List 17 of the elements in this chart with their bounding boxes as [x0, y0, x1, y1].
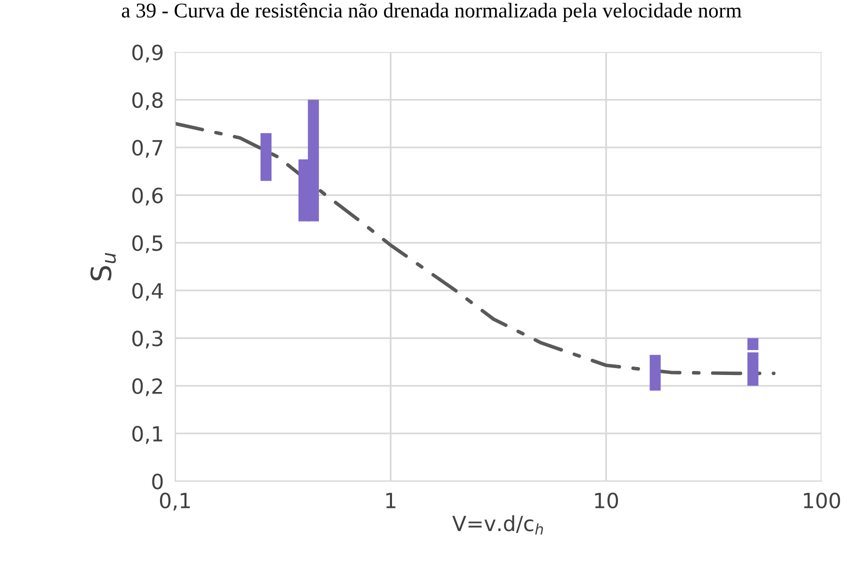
x-tick-label: 10	[595, 492, 618, 508]
y-tick-label: 0,5	[132, 235, 162, 254]
chart-title: a 39 - Curva de resistência não drenada normalizada pela velocidade norm	[122, 2, 742, 22]
y-tick-label: 0,3	[132, 330, 162, 348]
y-tick-label: 0,1	[132, 426, 162, 444]
y-tick-label: 0,8	[132, 92, 163, 110]
y-tick-label: 0,7	[132, 140, 162, 158]
x-tick-label: 1	[386, 492, 396, 508]
y-tick-label: 0	[152, 474, 163, 490]
x-axis-title: V=v.d/c$_{h}$	[452, 515, 543, 534]
y-tick-label: 0,6	[132, 188, 163, 206]
x-tick-label: 0,1	[160, 492, 190, 511]
y-tick-label: 0,4	[132, 282, 163, 301]
y-tick-label: 0,2	[132, 378, 162, 396]
y-tick-label: 0,9	[132, 44, 163, 62]
x-tick-label: 100	[804, 492, 840, 508]
y-axis-title: S$_{u}$	[90, 252, 116, 280]
